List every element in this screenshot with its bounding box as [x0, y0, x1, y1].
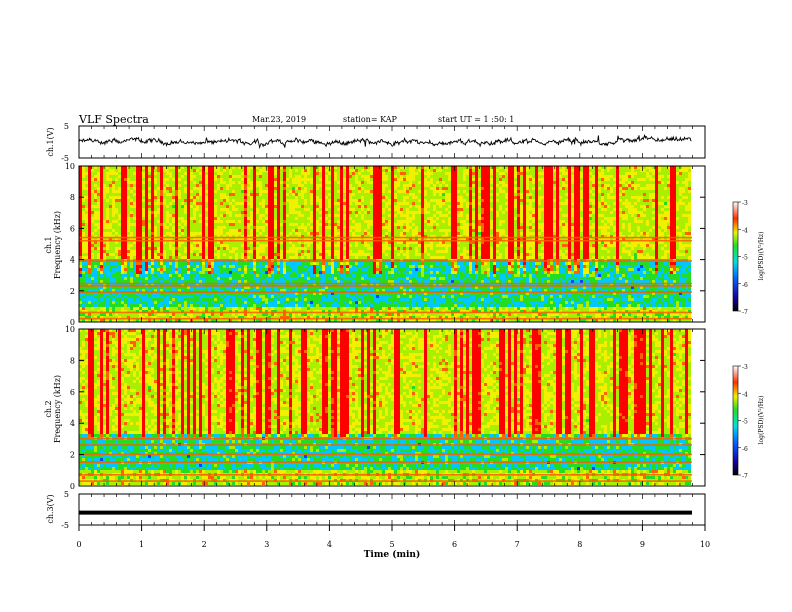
spectral-line [79, 444, 692, 446]
spectral-line [79, 311, 692, 314]
spectral-line [79, 453, 692, 456]
spectral-line [79, 282, 692, 285]
y-tick-label: 5 [64, 122, 69, 131]
y-tick-label: 10 [65, 325, 75, 334]
ch2-channel-label: ch.2 [44, 400, 53, 417]
x-tick-label: 7 [515, 540, 520, 549]
y-tick-label: 10 [65, 162, 75, 171]
spectral-line [79, 474, 692, 476]
spectral-line [79, 239, 692, 242]
spectral-line [79, 291, 692, 293]
colorbar-tick-label: -6 [742, 446, 748, 453]
x-tick-label: 0 [76, 540, 81, 549]
y-tick-label: 2 [70, 451, 75, 460]
colorbar-tick-label: -3 [742, 364, 748, 371]
x-tick-label: 6 [452, 540, 457, 549]
colorbar-tick-label: -5 [742, 419, 748, 426]
date-label: Mar.23, 2019 [252, 115, 306, 124]
colorbar-tick-label: -7 [742, 473, 748, 480]
colorbar-tick-label: -7 [742, 309, 748, 316]
colorbar-gradient [732, 201, 739, 312]
x-tick-label: 3 [264, 540, 269, 549]
station-label: station= KAP [343, 115, 397, 124]
y-tick-label: 4 [70, 419, 75, 428]
spectral-line [79, 260, 692, 262]
spectral-line [79, 480, 692, 482]
ch2-spectrogram-panel: 0 2 4 6 8 10 [65, 325, 706, 491]
ch1-colorbar: -3 -4 -5 -6 -7 [732, 200, 748, 316]
y-tick-label: -5 [61, 521, 69, 530]
ch1-spectrogram-panel: 0 2 4 6 8 10 [65, 162, 706, 327]
y-tick-label: 5 [64, 490, 69, 499]
ch3-waveform-panel: 5 -5 [61, 490, 706, 530]
x-tick-label: 5 [389, 540, 394, 549]
spectral-line [79, 236, 692, 239]
x-tick-label: 2 [202, 540, 207, 549]
x-tick-label: 8 [577, 540, 582, 549]
y-tick-label: 0 [70, 318, 75, 327]
colorbar-tick-label: -6 [742, 282, 748, 289]
spectrogram-cells [79, 166, 691, 322]
ch1-freq-ylabel: Frequency (kHz) [53, 211, 62, 279]
colorbar-tick-label: -4 [742, 391, 748, 398]
x-tick-label: 1 [139, 540, 144, 549]
colorbar-gradient [732, 365, 739, 476]
y-tick-label: 8 [70, 193, 75, 202]
colorbar1-label: log(PSD)(V²/Hz) [758, 232, 765, 281]
colorbar-tick-label: -5 [742, 255, 748, 262]
ch1-waveform-ylabel: ch.1(V) [46, 127, 55, 156]
ch2-colorbar: -3 -4 -5 -6 -7 [732, 364, 748, 480]
y-tick-label: 4 [70, 256, 75, 265]
x-tick-label: 9 [640, 540, 645, 549]
x-axis-label: Time (min) [364, 549, 421, 560]
y-tick-label: 0 [70, 482, 75, 491]
y-tick-label: -5 [61, 154, 69, 163]
y-tick-label: 8 [70, 356, 75, 365]
spectral-line [79, 437, 692, 440]
x-tick-label: 10 [700, 540, 710, 549]
ch3-waveform-ylabel: ch.3(V) [46, 494, 55, 523]
start-time-label: start UT = 1 :50: 1 [438, 115, 514, 124]
colorbar-tick-label: -3 [742, 200, 748, 207]
y-tick-label: 2 [70, 287, 75, 296]
spectral-line [79, 317, 692, 320]
spectral-line [79, 461, 692, 464]
ch1-waveform-panel: 5 -5 [61, 122, 706, 163]
ch2-freq-ylabel: Frequency (kHz) [53, 375, 62, 443]
ch1-signal-line [78, 133, 692, 150]
y-tick-label: 6 [70, 388, 75, 397]
spectral-line [79, 285, 692, 287]
colorbar2-label: log(PSD)(V²/Hz) [758, 396, 765, 445]
colorbar-tick-label: -4 [742, 227, 748, 234]
time-axis: 0 1 2 3 4 5 6 7 8 9 10 [76, 525, 710, 549]
x-tick-label: 4 [327, 540, 332, 549]
plot-title: VLF Spectra [79, 113, 149, 126]
ch1-channel-label: ch.1 [44, 236, 53, 253]
y-tick-label: 6 [70, 224, 75, 233]
